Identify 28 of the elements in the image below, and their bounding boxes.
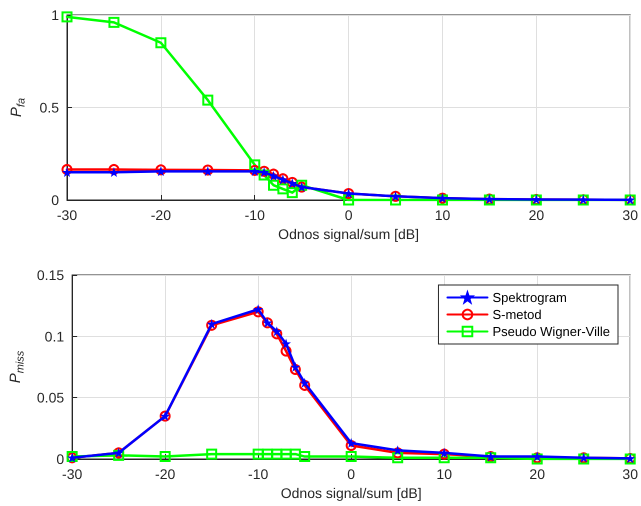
- x-tick-label: -10: [248, 466, 268, 482]
- x-tick-label: 30: [622, 207, 638, 223]
- x-tick-label: 0: [347, 466, 356, 482]
- y-tick-label: 1: [51, 7, 60, 23]
- legend-label: Spektrogram: [492, 290, 567, 305]
- x-axis-title: Odnos signal/sum [dB]: [280, 484, 422, 501]
- y-tick-label: 0: [51, 192, 60, 208]
- y-tick-label: 0.1: [44, 328, 64, 344]
- x-tick-label: -30: [56, 207, 78, 223]
- legend-label: S-metod: [492, 307, 542, 322]
- x-tick-label: -30: [62, 466, 82, 482]
- x-tick-label: -10: [244, 207, 266, 223]
- x-axis-title: Odnos signal/sum [dB]: [278, 226, 420, 242]
- y-axis-title: Pmiss: [7, 350, 26, 384]
- x-tick-label: 20: [529, 466, 546, 482]
- y-tick-label: 0: [56, 451, 64, 467]
- y-axis-title: Pfa: [8, 98, 28, 118]
- y-tick-label: 0.05: [36, 390, 64, 406]
- legend-label: Pseudo Wigner-Ville: [492, 324, 610, 339]
- y-tick-label: 0.15: [36, 267, 64, 283]
- x-tick-label: 0: [344, 207, 353, 223]
- x-tick-label: 10: [434, 207, 450, 223]
- y-tick-label: 0.5: [40, 100, 60, 116]
- x-tick-label: 10: [436, 466, 452, 482]
- x-tick-label: 30: [622, 466, 638, 482]
- x-tick-label: -20: [155, 466, 176, 482]
- x-tick-label: 20: [528, 207, 544, 223]
- x-tick-label: -20: [150, 207, 172, 223]
